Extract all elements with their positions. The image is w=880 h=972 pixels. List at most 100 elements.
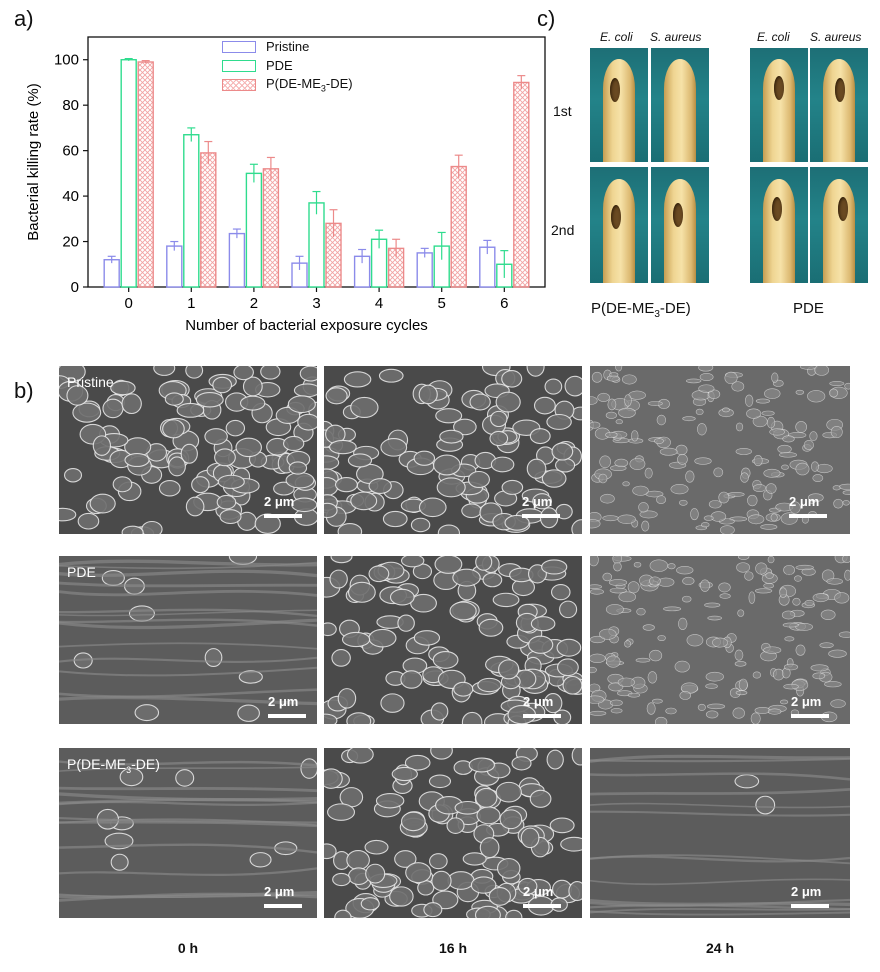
x-tick-label: 4 [375, 295, 383, 312]
y-tick-label: 80 [62, 97, 79, 114]
time-label-24h: 24 h [705, 940, 734, 956]
group-label-pdeme: P(DE-ME3-DE) [591, 300, 691, 320]
legend-swatch-pristine [222, 40, 256, 53]
sem-texture [590, 556, 850, 724]
col-label-ecoli-2: E. coli [757, 30, 790, 44]
sem-texture [590, 366, 850, 534]
scale-bar [791, 904, 829, 908]
x-tick-label: 0 [125, 295, 133, 312]
catheter-photo-pdeme-saureus-1st [651, 48, 709, 162]
scale-bar-label: 2 μm [264, 494, 295, 509]
bar-pristine-1 [166, 245, 183, 288]
bar-pde-0 [120, 59, 137, 288]
catheter-photo-pdeme-saureus-2nd [651, 167, 709, 283]
scale-bar-label: 2 μm [523, 694, 554, 709]
y-tick-label: 0 [71, 279, 79, 296]
time-label-16h: 16 h [438, 940, 467, 956]
row-label-1st: 1st [553, 103, 572, 119]
sem-row-label-pristine: Pristine [67, 374, 114, 390]
bar-p-de-me3-de-0 [137, 61, 154, 288]
catheter-photo-pdeme-ecoli-1st [590, 48, 648, 162]
scale-bar-label: 2 μm [522, 494, 553, 509]
panel-b-label: b) [14, 378, 34, 403]
scale-bar-label: 2 μm [789, 494, 820, 509]
sem-image-pde-0h: PDE 2 μm [59, 556, 317, 724]
scale-bar-label: 2 μm [791, 884, 822, 899]
catheter-photo-pde-ecoli-1st [750, 48, 808, 162]
bar-pristine-0 [103, 259, 120, 288]
legend-item-pristine: Pristine [222, 37, 353, 56]
bar-pristine-2 [228, 232, 246, 288]
scale-bar-label: 2 μm [523, 884, 554, 899]
legend-label-pdeme: P(DE-ME3-DE) [266, 75, 353, 94]
x-tick-label: 6 [500, 295, 508, 312]
sem-image-pde-24h: 2 μm [590, 556, 850, 724]
sem-image-pdeme-16h: 2 μm [324, 748, 582, 918]
y-tick-label: 40 [62, 188, 79, 205]
catheter-photo-pdeme-ecoli-2nd [590, 167, 648, 283]
sem-image-pristine-24h: 2 μm [590, 366, 850, 534]
sem-texture [590, 748, 850, 918]
col-label-saureus-1: S. aureus [650, 30, 702, 44]
scale-bar [791, 714, 829, 718]
x-tick-label: 5 [438, 295, 446, 312]
sem-image-pde-16h: 2 μm [324, 556, 582, 724]
legend-swatch-pde [222, 59, 256, 72]
x-tick-label: 1 [187, 295, 195, 312]
scale-bar [522, 514, 560, 518]
group-label-pde: PDE [793, 300, 824, 317]
scale-bar-label: 2 μm [264, 884, 295, 899]
scale-bar [523, 904, 561, 908]
sem-texture [59, 556, 317, 724]
bar-pde-3 [308, 202, 325, 288]
legend-label-pde: PDE [266, 58, 293, 73]
sem-texture [59, 366, 317, 534]
legend-item-pde: PDE [222, 56, 353, 75]
y-tick-label: 20 [62, 234, 79, 251]
scale-bar-label: 2 μm [791, 694, 822, 709]
bar-p-de-me3-de-1 [200, 152, 217, 288]
sem-row-label-pdeme: P(DE-ME3-DE) [67, 756, 160, 775]
scale-bar [789, 514, 827, 518]
y-tick-label: 100 [54, 52, 79, 69]
col-label-saureus-2: S. aureus [810, 30, 862, 44]
catheter-photo-pde-ecoli-2nd [750, 167, 808, 283]
chart-legend: Pristine PDE P(DE-ME3-DE) [222, 37, 353, 94]
panel-a-label: a) [14, 6, 34, 31]
scale-bar [264, 514, 302, 518]
scale-bar-label: 2 μm [268, 694, 299, 709]
sem-texture [324, 366, 582, 534]
bar-chart: 0 20 40 60 80 100 0 1 2 3 4 5 6 Number of bacterial e… [25, 36, 546, 334]
x-tick-label: 2 [250, 295, 258, 312]
sem-row-label-pde: PDE [67, 564, 96, 580]
legend-swatch-pdeme [222, 78, 256, 91]
catheter-photo-pde-saureus-1st [810, 48, 868, 162]
bar-pristine-5 [416, 252, 433, 288]
row-label-2nd: 2nd [551, 222, 575, 238]
bar-p-de-me3-de-6 [513, 81, 530, 288]
sem-image-pristine-0h: Pristine 2 μm [59, 366, 317, 534]
panel-c-label: c) [537, 6, 556, 31]
sem-image-pdeme-0h: P(DE-ME3-DE) 2 μm [59, 748, 317, 918]
x-axis-label: Number of bacterial exposure cycles [185, 317, 428, 334]
sem-image-pdeme-24h: 2 μm [590, 748, 850, 918]
col-label-ecoli-1: E. coli [600, 30, 633, 44]
scale-bar [268, 714, 306, 718]
scale-bar [523, 714, 561, 718]
catheter-photo-pde-saureus-2nd [810, 167, 868, 283]
x-tick-label: 3 [312, 295, 320, 312]
bar-pde-2 [245, 172, 263, 288]
y-axis-label: Bacterial killing rate (%) [25, 83, 42, 241]
sem-texture [324, 748, 582, 918]
sem-image-pristine-16h: 2 μm [324, 366, 582, 534]
sem-texture [324, 556, 582, 724]
bar-p-de-me3-de-5 [450, 165, 467, 288]
legend-item-pdeme: P(DE-ME3-DE) [222, 75, 353, 94]
bar-pde-1 [183, 134, 200, 288]
sem-texture [59, 748, 317, 918]
time-label-0h: 0 h [177, 940, 199, 956]
bar-p-de-me3-de-2 [262, 168, 280, 288]
legend-label-pristine: Pristine [266, 39, 310, 54]
scale-bar [264, 904, 302, 908]
y-tick-label: 60 [62, 143, 79, 160]
